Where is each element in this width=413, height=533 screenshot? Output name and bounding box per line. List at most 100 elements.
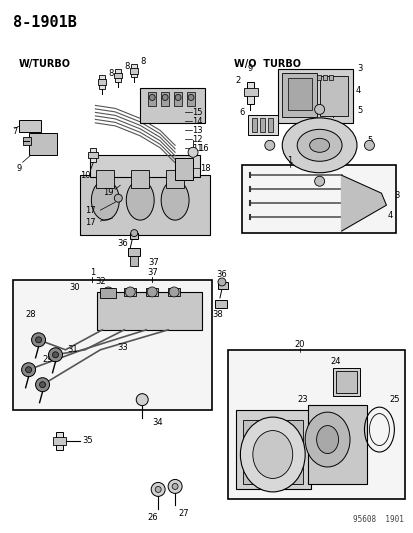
Text: 38: 38	[212, 310, 223, 319]
Text: 36: 36	[216, 270, 227, 279]
Bar	[130, 68, 138, 74]
Text: 32: 32	[95, 278, 105, 286]
Bar	[90, 148, 96, 162]
Circle shape	[217, 278, 225, 286]
Bar	[114, 72, 122, 78]
Bar	[99, 76, 105, 90]
Circle shape	[169, 287, 179, 297]
Text: 12: 12	[192, 135, 202, 144]
Bar	[214, 300, 226, 308]
Bar	[128, 248, 140, 256]
Bar	[80, 175, 209, 235]
Circle shape	[314, 104, 324, 115]
Bar	[217, 282, 228, 289]
Bar	[19, 120, 40, 132]
Circle shape	[188, 94, 194, 100]
Text: 25: 25	[389, 395, 399, 404]
Text: 6: 6	[239, 108, 244, 117]
Text: 8: 8	[140, 57, 145, 66]
Bar	[287, 78, 311, 110]
Text: 30: 30	[69, 284, 80, 293]
Text: 37: 37	[147, 269, 157, 278]
Text: 35: 35	[82, 436, 93, 445]
Circle shape	[136, 394, 148, 406]
Text: 5: 5	[357, 106, 362, 115]
Text: 29: 29	[42, 356, 53, 364]
Bar	[174, 92, 182, 107]
Bar	[187, 92, 195, 107]
Text: 20: 20	[294, 340, 304, 349]
Circle shape	[162, 94, 168, 100]
Circle shape	[125, 287, 135, 297]
Bar	[28, 133, 56, 155]
Text: W/TURBO: W/TURBO	[19, 59, 71, 69]
Text: 26: 26	[147, 513, 158, 522]
Ellipse shape	[252, 431, 292, 479]
Text: 8: 8	[124, 62, 129, 71]
Text: 17: 17	[85, 217, 95, 227]
Circle shape	[168, 480, 182, 494]
Bar	[307, 405, 367, 484]
Bar	[247, 116, 277, 135]
Bar	[90, 155, 199, 177]
Bar	[332, 368, 360, 395]
Circle shape	[36, 337, 41, 343]
Bar	[259, 118, 264, 132]
Bar	[267, 118, 272, 132]
Bar	[335, 371, 357, 393]
Text: 10: 10	[80, 171, 90, 180]
Bar	[328, 75, 332, 80]
Text: 27: 27	[178, 509, 188, 518]
Text: 18: 18	[199, 164, 210, 173]
Circle shape	[36, 378, 50, 392]
Bar	[131, 170, 149, 188]
Polygon shape	[341, 175, 385, 231]
Bar	[319, 77, 347, 116]
Ellipse shape	[161, 180, 189, 220]
Bar	[161, 92, 169, 107]
Text: 22: 22	[254, 440, 264, 449]
Text: 11: 11	[192, 144, 202, 153]
Text: 7: 7	[12, 127, 17, 136]
Bar	[97, 292, 202, 330]
Ellipse shape	[91, 180, 119, 220]
Text: 2: 2	[235, 76, 240, 85]
Circle shape	[314, 176, 324, 186]
Bar	[146, 288, 158, 296]
Bar	[52, 437, 66, 445]
Ellipse shape	[297, 130, 341, 161]
Bar	[88, 152, 98, 158]
Bar	[55, 432, 63, 449]
Text: 8-1901B: 8-1901B	[13, 15, 76, 30]
Bar	[168, 288, 180, 296]
Bar	[241, 165, 395, 233]
Bar	[175, 158, 192, 180]
Text: 36: 36	[116, 239, 127, 247]
Bar	[322, 75, 326, 80]
Text: 24: 24	[330, 357, 340, 366]
Bar	[243, 88, 257, 96]
Text: 5: 5	[367, 136, 372, 145]
Text: 37: 37	[148, 257, 159, 266]
Bar	[235, 410, 310, 489]
Text: 8: 8	[108, 69, 114, 78]
Text: 23: 23	[297, 395, 307, 404]
Bar	[124, 288, 136, 296]
Bar	[316, 75, 320, 80]
Bar	[277, 69, 351, 123]
Ellipse shape	[240, 417, 304, 492]
Circle shape	[31, 333, 45, 347]
Circle shape	[147, 287, 157, 297]
Text: 3: 3	[357, 64, 362, 73]
Bar	[102, 288, 114, 296]
Ellipse shape	[126, 180, 154, 220]
Text: 14: 14	[192, 117, 202, 126]
Bar	[23, 138, 31, 146]
Ellipse shape	[304, 412, 349, 467]
Text: W/O  TURBO: W/O TURBO	[233, 59, 300, 69]
Text: 1: 1	[90, 269, 95, 278]
Bar	[166, 170, 184, 188]
Circle shape	[103, 287, 113, 297]
Circle shape	[151, 482, 165, 496]
Ellipse shape	[309, 139, 329, 152]
